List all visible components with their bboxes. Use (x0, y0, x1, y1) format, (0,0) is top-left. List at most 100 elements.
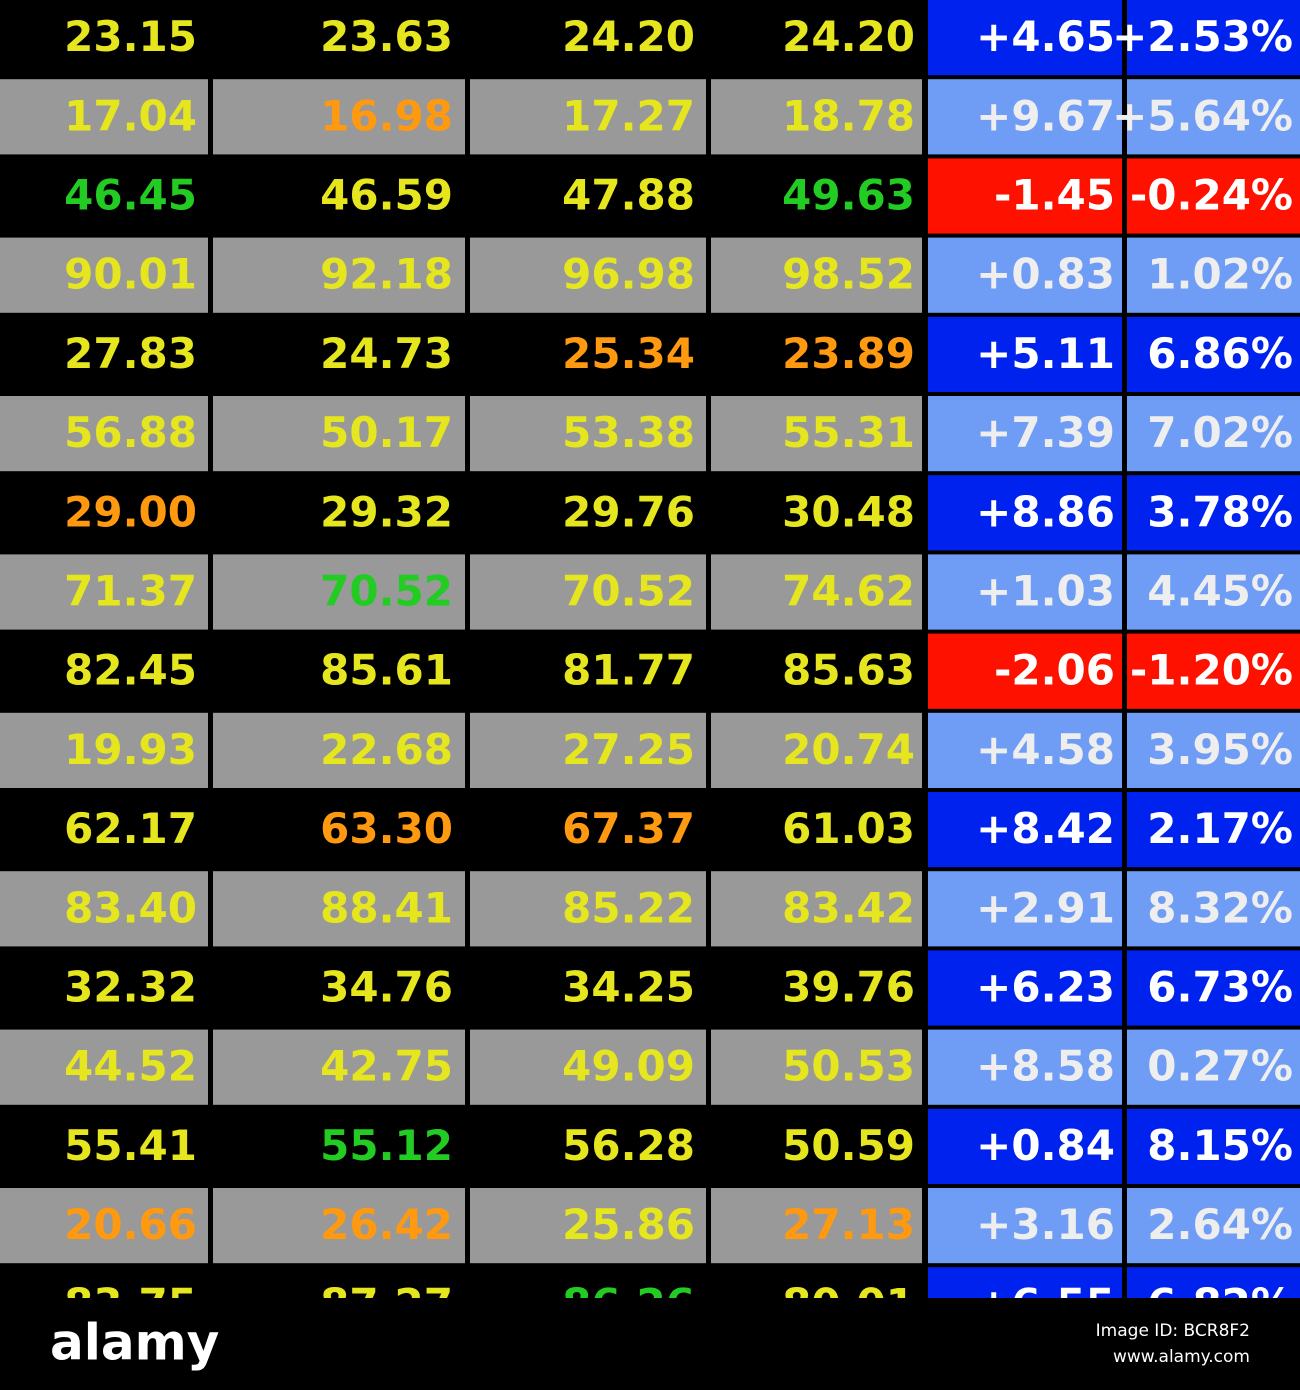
change-value: +5.11 (976, 329, 1115, 378)
change-cell (1127, 158, 1300, 234)
change-cell (1127, 1029, 1300, 1105)
price-cell (213, 1188, 465, 1264)
change-value: +0.83 (976, 250, 1115, 299)
price-value: 67.37 (562, 804, 695, 853)
change-value: 4.45% (1147, 567, 1293, 616)
price-value: 24.20 (782, 12, 915, 61)
price-value: 27.13 (782, 1200, 915, 1249)
quote-grid: 23.15 23.63 24.20 24.20 +4.65+2.53% 17.04 16.9… (0, 0, 1300, 1328)
change-value: 7.02% (1147, 408, 1293, 457)
price-cell (711, 158, 922, 234)
price-cell (0, 79, 208, 155)
price-value: 53.38 (562, 408, 695, 457)
price-value: 18.78 (782, 91, 915, 140)
price-value: 19.93 (64, 725, 197, 774)
change-value: +6.23 (976, 963, 1115, 1012)
price-cell (711, 712, 922, 788)
change-cell (1127, 79, 1300, 155)
price-cell (213, 396, 465, 472)
price-value: 86.26 (562, 1279, 695, 1328)
price-cell (470, 554, 706, 630)
price-cell (0, 792, 208, 868)
price-cell (213, 79, 465, 155)
price-value: 88.41 (320, 883, 453, 932)
price-cell (0, 158, 208, 234)
price-cell (711, 475, 922, 551)
change-cell (1127, 0, 1300, 76)
price-cell (0, 316, 208, 392)
change-value: 0.27% (1147, 1042, 1293, 1091)
price-cell (470, 1188, 706, 1264)
price-cell (711, 1108, 922, 1184)
price-cell (0, 950, 208, 1026)
change-value: +4.65 (976, 12, 1115, 61)
price-value: 74.62 (782, 567, 915, 616)
price-value: 23.63 (320, 12, 453, 61)
price-cell (213, 792, 465, 868)
change-value: -1.20% (1130, 646, 1293, 695)
price-value: 70.52 (320, 567, 453, 616)
price-cell (213, 1029, 465, 1105)
price-cell (470, 633, 706, 709)
price-value: 50.59 (782, 1121, 915, 1170)
price-cell (711, 554, 922, 630)
price-cell (711, 316, 922, 392)
price-value: 23.15 (64, 12, 197, 61)
price-value: 26.42 (320, 1200, 453, 1249)
price-cell (213, 1108, 465, 1184)
change-cell (1127, 475, 1300, 551)
price-value: 61.03 (782, 804, 915, 853)
change-value: 6.73% (1147, 963, 1293, 1012)
price-cell (213, 316, 465, 392)
price-value: 34.25 (562, 963, 695, 1012)
change-cell (928, 475, 1122, 551)
change-value: +6.55 (976, 1279, 1115, 1328)
price-cell (470, 237, 706, 313)
change-cell (1127, 396, 1300, 472)
price-cell (470, 79, 706, 155)
price-value: 56.88 (64, 408, 197, 457)
change-value: +2.91 (976, 883, 1115, 932)
change-cell (1127, 1188, 1300, 1264)
price-value: 39.76 (782, 963, 915, 1012)
price-value: 82.45 (64, 646, 197, 695)
change-cell (928, 950, 1122, 1026)
price-value: 83.40 (64, 883, 197, 932)
change-cell (928, 316, 1122, 392)
price-cell (213, 950, 465, 1026)
price-cell (213, 712, 465, 788)
change-cell (1127, 1267, 1300, 1298)
change-value: +7.39 (976, 408, 1115, 457)
price-cell (711, 871, 922, 947)
change-value: 3.95% (1147, 725, 1293, 774)
change-cell (1127, 316, 1300, 392)
change-cell (928, 1188, 1122, 1264)
price-cell (0, 1108, 208, 1184)
change-value: +8.58 (976, 1042, 1115, 1091)
price-value: 49.63 (782, 171, 915, 220)
price-value: 32.32 (64, 963, 197, 1012)
change-value: 8.15% (1147, 1121, 1293, 1170)
price-cell (711, 950, 922, 1026)
price-cell (213, 633, 465, 709)
price-cell (470, 0, 706, 76)
price-cell (0, 396, 208, 472)
price-cell (0, 871, 208, 947)
change-cell (928, 792, 1122, 868)
change-cell (928, 1029, 1122, 1105)
price-cell (711, 396, 922, 472)
price-cell (213, 237, 465, 313)
change-value: 2.64% (1147, 1200, 1293, 1249)
change-value: +0.84 (976, 1121, 1115, 1170)
price-value: 55.31 (782, 408, 915, 457)
price-cell (711, 792, 922, 868)
price-value: 46.59 (320, 171, 453, 220)
change-cell (928, 871, 1122, 947)
footer-logo: alamy (50, 1314, 219, 1372)
price-cell (0, 475, 208, 551)
price-value: 42.75 (320, 1042, 453, 1091)
price-value: 46.45 (64, 171, 197, 220)
price-cell (470, 792, 706, 868)
price-value: 49.09 (562, 1042, 695, 1091)
